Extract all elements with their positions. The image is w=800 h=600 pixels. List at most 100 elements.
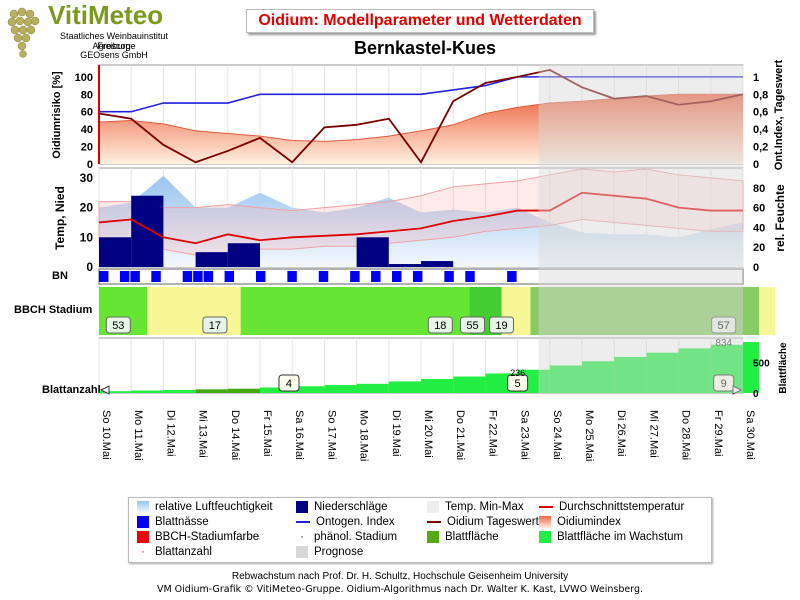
legend-item-prognose: Prognose [296,546,363,558]
legend-swatch [427,501,439,513]
grape-logo-icon [7,7,40,58]
axis-label-temp-nied: Temp, Nied [53,186,67,250]
date-label: Do 14.Mai [229,410,241,460]
axis-tick-label: 0,4 [753,124,769,136]
date-label: Do 21.Mai [454,410,466,460]
blattflaeche-bar [388,381,421,393]
niederschlag-bar [131,195,164,267]
legend-swatch [296,546,308,558]
bbch-stage-label: 55 [466,320,478,332]
blattanzahl-label: 9 [721,378,727,390]
axis-tick-label: 0,8 [753,89,768,101]
axis-tick-label: 0,2 [753,142,768,154]
date-label: Do 28.Mai [680,410,692,460]
date-label: Mo 18.Mai [358,410,370,461]
legend-swatch [539,506,553,508]
legend: relative Luftfeuchtigkeit Niederschläge … [128,497,712,563]
scroll-left-arrow-icon [99,385,110,395]
blattflaeche-top-value: 834 [715,338,732,349]
niederschlag-bar [227,243,260,267]
axis-label-blattflaeche: Blattfläche [778,342,789,394]
date-label: Fr 22.Mai [486,410,498,456]
legend-item-temp-min-max: Temp. Min-Max [427,501,524,513]
axis-tick-label: 0 [753,389,759,400]
axis-tick-label: 0 [87,159,93,171]
legend-item-phaenol-stadium: · phänol. Stadium [296,531,397,543]
blattnaesse-mark [255,271,266,282]
axis-tick-label: 80 [81,89,93,101]
blattnaesse-mark [318,271,329,282]
axis-tick-label: 1 [753,72,759,84]
temp-min-max-band [98,168,744,256]
blattflaeche-bar [163,389,196,393]
blattnaesse-mark [371,271,381,282]
chart-title-box: Oidium: Modellparameter und Wetterdaten [246,9,594,33]
axis-tick-label: 20 [753,242,765,254]
bn-label: BN [52,270,68,282]
axis-tick-label: 20 [80,201,94,215]
date-label: Mi 27.Mai [647,410,659,458]
blattflaeche-bar [356,383,389,393]
legend-swatch [296,521,310,523]
blattflaeche-bar [646,352,679,393]
blattflaeche-bar [614,356,647,393]
niederschlag-bar [195,252,228,267]
blattanzahl-label-main: Blattanzahl [42,384,101,396]
blattflaeche-bar [421,378,454,393]
niederschlag-bar [99,237,132,267]
legend-swatch: · [300,530,304,543]
logo-line3: GEOsens GmbH [80,50,148,60]
legend-swatch [137,501,149,513]
axis-tick-label: 40 [753,222,765,234]
date-label: Sa 23.Mai [519,410,531,460]
bbch-stage-badge [460,316,486,334]
axis-tick-label: 0 [86,260,93,274]
blattnaesse-mark [151,271,161,282]
axis-tick-label: 30 [80,171,94,185]
blattanzahl-label: 5 [515,378,521,390]
blattflaeche-bar [99,391,132,393]
legend-swatch [137,531,149,543]
axis-label-rel-feuchte: rel. Feuchte [773,184,787,252]
blattnaesse-mark [287,271,297,282]
blattnaesse-mark [193,271,203,282]
footer-credit-2: VM Oidium-Grafik © VitiMeteo-Gruppe. Oid… [156,584,644,595]
date-label: Sa 30.Mai [744,410,756,460]
blattnaesse-mark [412,271,423,282]
axis-tick-label: 20 [81,142,93,154]
legend-swatch [296,501,308,513]
date-label: Di 26.Mai [615,410,627,456]
legend-item-durchschnittstemperatur: Durchschnittstemperatur [539,501,684,513]
legend-item-blattnaesse: Blattnässe [137,516,209,528]
bbch-stage-badge [202,316,228,334]
blattnaesse-mark [182,271,193,282]
blattnaesse-mark [392,271,402,282]
legend-swatch [427,521,441,523]
date-label: Mo 11.Mai [132,410,144,461]
vitimeteo-logo: VitiMeteo Staatliches Weinbauinstitut Fr… [4,0,189,60]
bbch-stage-label: 17 [209,320,221,332]
blattnaesse-mark [203,271,214,282]
legend-item-bbch-stadiumfarbe: BBCH-Stadiumfarbe [137,531,259,543]
date-label: Fr 29.Mai [712,410,724,456]
legend-swatch [137,516,149,528]
blattnaesse-mark [507,271,517,282]
axis-tick-label: 60 [753,203,765,215]
blattflaeche-bar [582,361,615,393]
axis-tick-label: 0 [753,159,759,171]
legend-swatch: · [141,545,145,558]
blattflaeche-extra-value: 236 [510,368,525,378]
bbch-stage-badge [711,316,737,334]
ontogen-index-line [99,76,743,113]
date-label: Fr 15.Mai [261,410,273,456]
chart-title: Oidium: Modellparameter und Wetterdaten [258,12,582,29]
date-label: So 17.Mai [325,410,337,460]
axis-tick-label: 100 [75,72,93,84]
blattflaeche-bar [195,389,228,393]
legend-item-blattflaeche-wachstum: Blattfläche im Wachstum [539,531,683,543]
axis-tick-label: 60 [81,107,93,119]
bbch-label: BBCH Stadium [14,304,92,316]
date-label: Sa 16.Mai [293,410,305,460]
date-label: So 24.Mai [551,410,563,460]
bbch-stage-label: 19 [495,320,507,332]
